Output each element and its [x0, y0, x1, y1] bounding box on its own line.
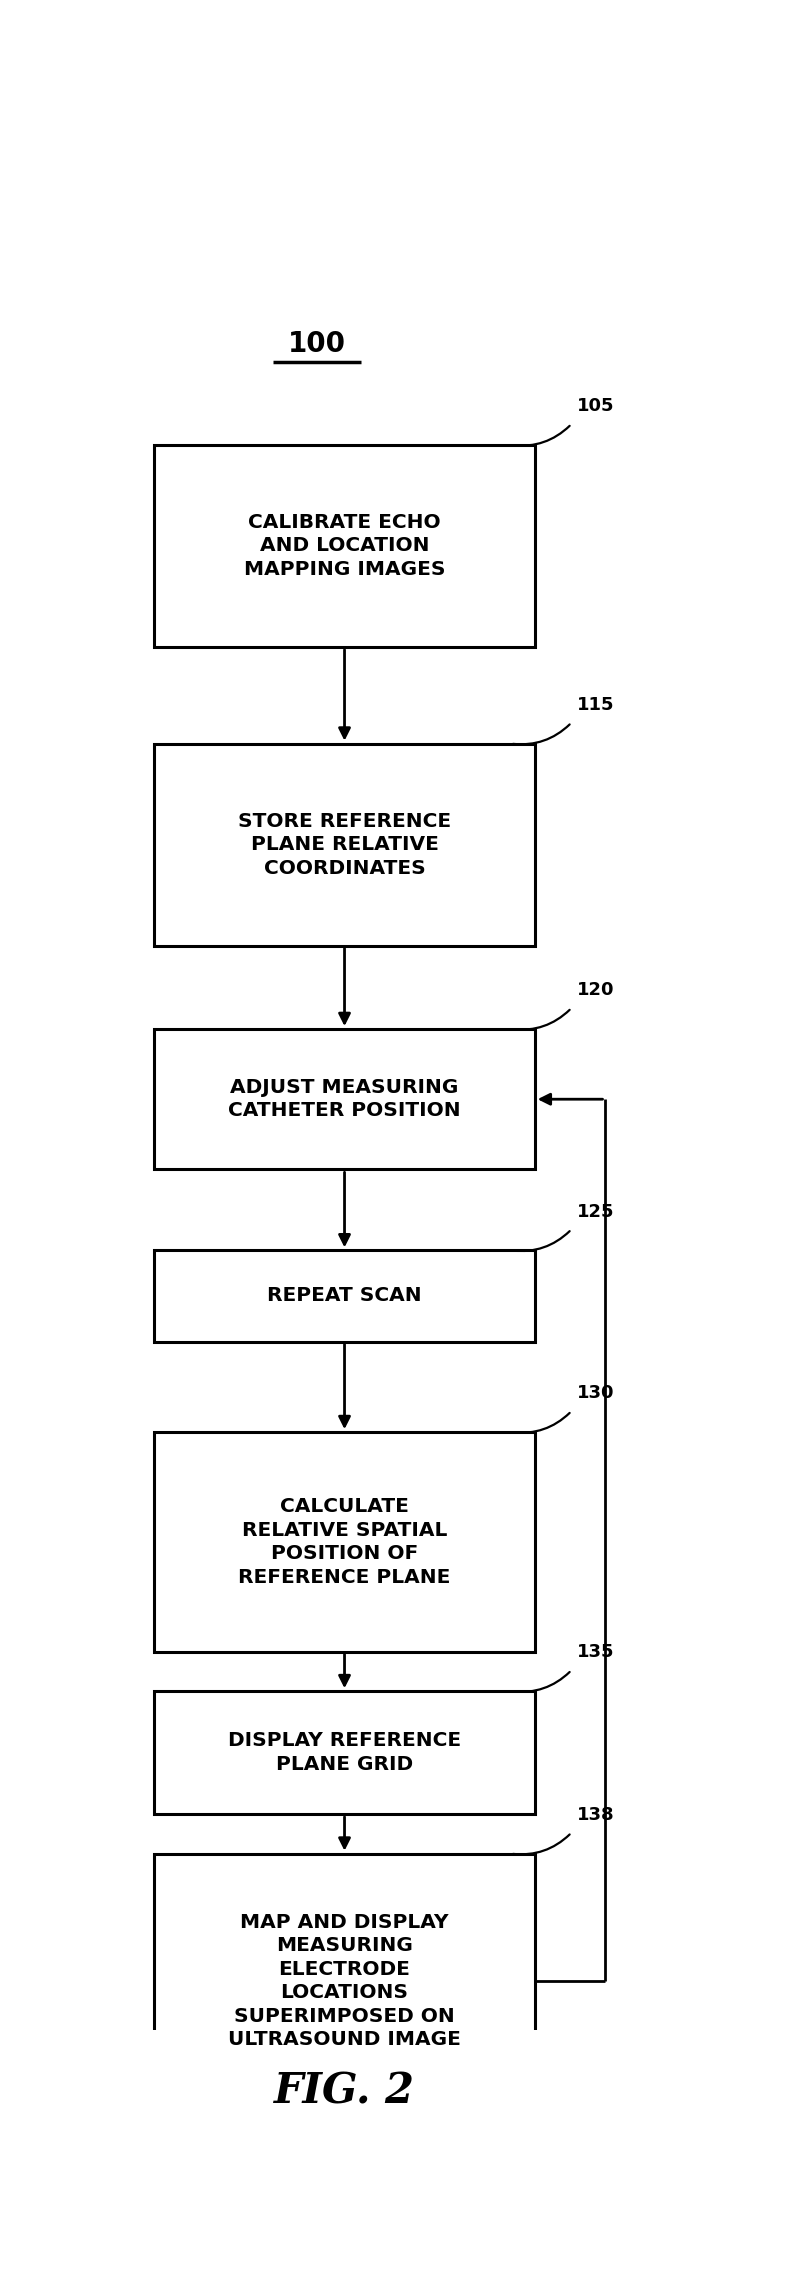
Text: 105: 105	[577, 397, 615, 415]
Text: 135: 135	[577, 1645, 615, 1661]
Text: CALIBRATE ECHO
AND LOCATION
MAPPING IMAGES: CALIBRATE ECHO AND LOCATION MAPPING IMAG…	[244, 513, 445, 579]
FancyBboxPatch shape	[154, 1690, 535, 1813]
Text: DISPLAY REFERENCE
PLANE GRID: DISPLAY REFERENCE PLANE GRID	[228, 1731, 461, 1775]
Text: 138: 138	[577, 1807, 615, 1825]
Text: 100: 100	[288, 331, 346, 358]
Text: REPEAT SCAN: REPEAT SCAN	[267, 1286, 422, 1305]
Text: 115: 115	[577, 696, 615, 714]
FancyBboxPatch shape	[154, 1029, 535, 1170]
Text: MAP AND DISPLAY
MEASURING
ELECTRODE
LOCATIONS
SUPERIMPOSED ON
ULTRASOUND IMAGE: MAP AND DISPLAY MEASURING ELECTRODE LOCA…	[228, 1914, 461, 2048]
FancyBboxPatch shape	[154, 1854, 535, 2108]
Text: STORE REFERENCE
PLANE RELATIVE
COORDINATES: STORE REFERENCE PLANE RELATIVE COORDINAT…	[238, 812, 451, 878]
Text: 120: 120	[577, 981, 615, 999]
FancyBboxPatch shape	[154, 1250, 535, 1341]
Text: 125: 125	[577, 1202, 615, 1220]
FancyBboxPatch shape	[154, 744, 535, 947]
Text: 130: 130	[577, 1385, 615, 1403]
FancyBboxPatch shape	[154, 1432, 535, 1651]
Text: FIG. 2: FIG. 2	[274, 2071, 415, 2112]
Text: ADJUST MEASURING
CATHETER POSITION: ADJUST MEASURING CATHETER POSITION	[228, 1079, 461, 1120]
FancyBboxPatch shape	[154, 445, 535, 648]
Text: CALCULATE
RELATIVE SPATIAL
POSITION OF
REFERENCE PLANE: CALCULATE RELATIVE SPATIAL POSITION OF R…	[238, 1496, 451, 1588]
